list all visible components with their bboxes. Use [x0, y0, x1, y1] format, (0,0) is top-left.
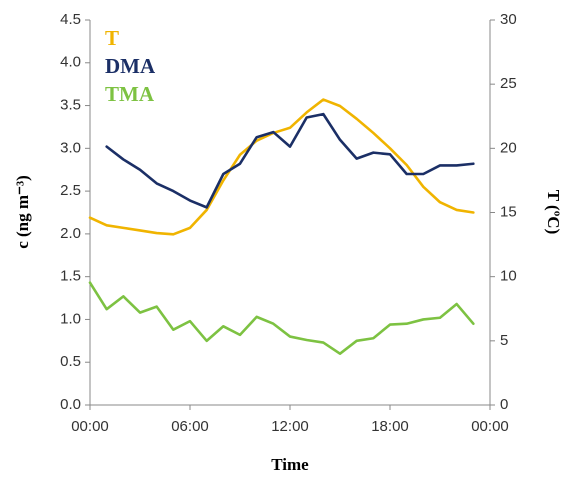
x-tick-label: 12:00: [271, 418, 309, 435]
y-tick-label: 3.0: [60, 139, 81, 156]
y2-tick-label: 10: [500, 268, 517, 285]
y-tick-label: 4.0: [60, 54, 81, 71]
y2-tick-label: 0: [500, 396, 508, 413]
data-line: [105, 112, 475, 209]
x-tick-label: 06:00: [171, 418, 209, 435]
x-axis-label: Time: [271, 455, 309, 474]
data-line: [88, 98, 475, 236]
y2-tick-label: 15: [500, 203, 517, 220]
y2-tick-label: 25: [500, 75, 517, 92]
y-tick-label: 4.5: [60, 11, 81, 28]
y2-axis-label: T (ºC): [544, 190, 563, 235]
y-tick-label: 3.5: [60, 97, 81, 114]
legend-entry: TMA: [105, 82, 155, 106]
y-tick-label: 0.0: [60, 396, 81, 413]
legend-entry: T: [105, 26, 119, 50]
y-tick-label: 1.0: [60, 310, 81, 327]
y2-tick-label: 5: [500, 332, 508, 349]
y-tick-label: 0.5: [60, 353, 81, 370]
y-tick-label: 1.5: [60, 268, 81, 285]
x-tick-label: 00:00: [71, 418, 109, 435]
y2-tick-label: 20: [500, 139, 517, 156]
x-tick-label: 18:00: [371, 418, 409, 435]
legend-entry: DMA: [105, 54, 156, 78]
x-tick-label: 00:00: [471, 418, 509, 435]
y-axis-label: c (ng m⁻³): [13, 175, 32, 249]
y-tick-label: 2.5: [60, 182, 81, 199]
y2-tick-label: 30: [500, 11, 517, 28]
y-tick-label: 2.0: [60, 225, 81, 242]
data-line: [88, 281, 475, 355]
